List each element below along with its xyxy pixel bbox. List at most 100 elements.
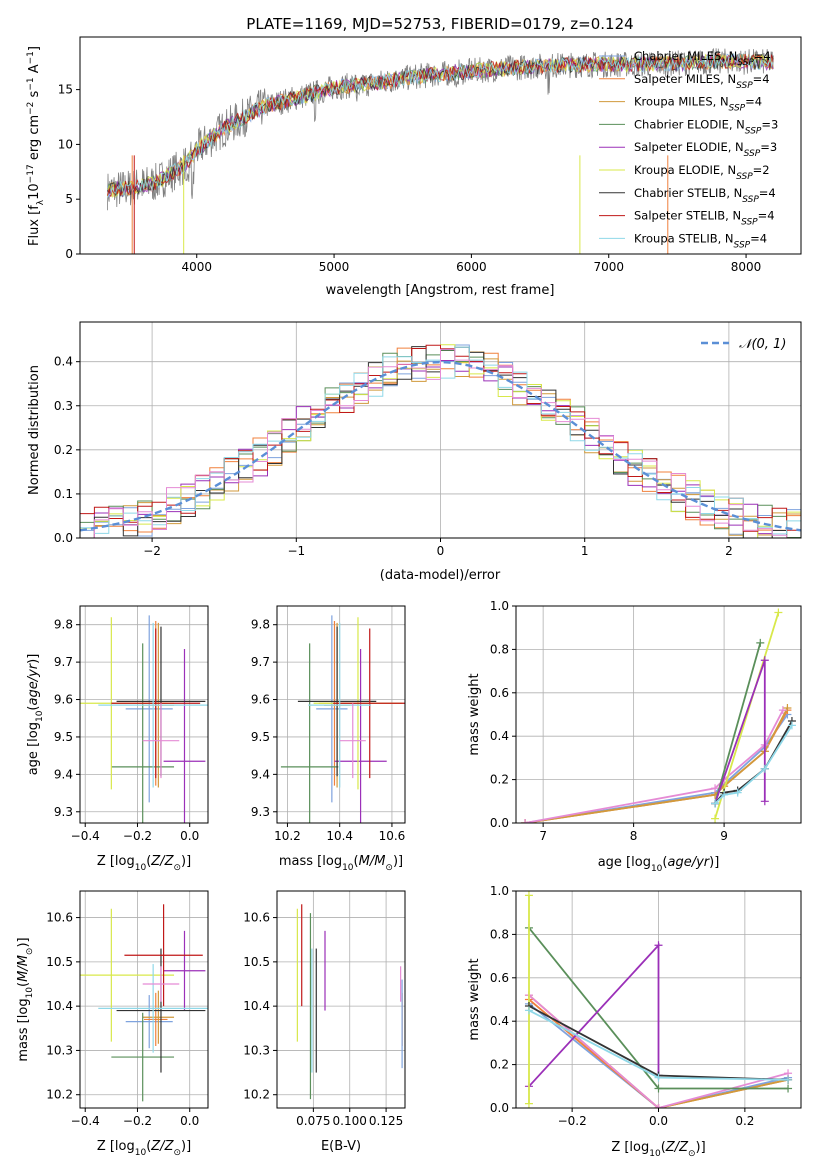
y-tick-label: 0.3 bbox=[54, 399, 73, 413]
plot-area bbox=[280, 615, 405, 823]
y-tick-label: 1.0 bbox=[490, 599, 509, 613]
x-tick-label: 7000 bbox=[593, 260, 624, 274]
plot-area bbox=[521, 608, 796, 823]
y-tick-label: 9.6 bbox=[54, 693, 73, 707]
x-tick-label: 7 bbox=[539, 829, 547, 843]
weight-marker bbox=[654, 1104, 663, 1108]
y-tick-label: 0.4 bbox=[490, 729, 509, 743]
x-axis-label: age [log10(age/yr)] bbox=[598, 855, 720, 874]
x-tick-label: 4000 bbox=[181, 260, 212, 274]
x-tick-label: 0.125 bbox=[369, 1114, 403, 1128]
y-tick-label: 10.2 bbox=[46, 1088, 73, 1102]
y-tick-label: 10.4 bbox=[46, 999, 73, 1013]
x-tick-label: 0.2 bbox=[735, 1114, 754, 1128]
weight-line bbox=[524, 707, 789, 823]
weight-marker bbox=[654, 941, 663, 950]
weight-marker bbox=[784, 1084, 793, 1093]
residuals-panel: −2 −1 0 1 2 0.0 0.1 0.2 0.3 0.4 (data-model)/error… bbox=[27, 321, 802, 583]
x-tick-label: 10.6 bbox=[379, 829, 406, 843]
x-axis-label: Z [log10(Z/Z⊙)] bbox=[97, 1139, 191, 1158]
weight-marker bbox=[521, 819, 530, 823]
y-axis-label: mass weight bbox=[467, 958, 482, 1040]
weight-marker bbox=[756, 638, 765, 647]
weight-marker bbox=[654, 1084, 663, 1093]
y-tick-label: 0.0 bbox=[490, 1101, 509, 1115]
x-tick-label: −2 bbox=[143, 544, 161, 558]
axes-frame bbox=[276, 890, 406, 1109]
y-tick-label: 9.8 bbox=[251, 618, 270, 632]
y-tick-label: 9.8 bbox=[54, 618, 73, 632]
x-axis-label: (data-model)/error bbox=[380, 568, 501, 583]
legend-label: Salpeter ELODIE, NSSP=3 bbox=[634, 140, 777, 159]
x-tick-label: −1 bbox=[287, 544, 305, 558]
plot-area bbox=[80, 344, 801, 538]
y-tick-label: 10.3 bbox=[46, 1043, 73, 1057]
x-axis-label: wavelength [Angstrom, rest frame] bbox=[326, 283, 555, 298]
age-vs-mass-panel: 10.2 10.4 10.6 9.3 9.4 9.5 9.6 9.7 9.8 mass [log1… bbox=[251, 605, 406, 873]
x-tick-label: 0.075 bbox=[296, 1114, 330, 1128]
x-tick-label: −0.2 bbox=[123, 829, 152, 843]
y-tick-label: 9.5 bbox=[54, 730, 73, 744]
x-tick-label: 10.2 bbox=[274, 829, 301, 843]
plot-area bbox=[524, 891, 793, 1108]
y-tick-label: 0.1 bbox=[54, 487, 73, 501]
spectrum-panel: 4000 5000 6000 7000 8000 0 5 10 15 wavelength [An… bbox=[26, 36, 802, 298]
x-axis-label: Z [log10(Z/Z⊙)] bbox=[97, 854, 191, 873]
weight-marker bbox=[711, 784, 720, 793]
weight-marker bbox=[711, 814, 720, 823]
plot-area bbox=[80, 615, 208, 823]
age-vs-metallicity-panel: −0.4 −0.2 0.0 9.3 9.4 9.5 9.6 9.7 9.8 Z [log10(Z/… bbox=[26, 605, 209, 873]
weight-marker bbox=[524, 891, 533, 900]
y-tick-label: 10.5 bbox=[243, 955, 270, 969]
massweight-vs-age-panel: 7 8 9 0.0 0.2 0.4 0.6 0.8 1.0 age [log10(age/yr)]… bbox=[467, 599, 802, 874]
weight-marker bbox=[733, 788, 742, 797]
legend-label: Chabrier STELIB, NSSP=4 bbox=[634, 186, 776, 205]
y-tick-label: 0.8 bbox=[490, 927, 509, 941]
model-line bbox=[107, 53, 774, 198]
x-tick-label: 0.0 bbox=[649, 1114, 668, 1128]
y-tick-label: 9.4 bbox=[251, 767, 270, 781]
y-tick-label: 5 bbox=[65, 192, 73, 206]
legend-label: Salpeter MILES, NSSP=4 bbox=[634, 72, 770, 91]
weight-line bbox=[714, 612, 780, 819]
y-tick-label: 10.6 bbox=[46, 911, 73, 925]
y-tick-label: 0 bbox=[65, 247, 73, 261]
x-axis-label: E(B-V) bbox=[321, 1139, 361, 1154]
legend-label: Chabrier ELODIE, NSSP=3 bbox=[634, 117, 778, 136]
weight-line bbox=[714, 660, 766, 804]
y-tick-label: 0.2 bbox=[490, 1058, 509, 1072]
x-tick-label: 0 bbox=[437, 544, 445, 558]
y-axis-label: age [log10(age/yr)] bbox=[26, 654, 45, 776]
legend-label: Kroupa ELODIE, NSSP=2 bbox=[634, 163, 770, 182]
x-tick-label: −0.2 bbox=[558, 1114, 587, 1128]
x-tick-label: 0.0 bbox=[180, 1114, 199, 1128]
weight-line bbox=[524, 713, 789, 823]
weight-marker bbox=[654, 1073, 663, 1082]
histogram-step bbox=[80, 348, 801, 538]
y-tick-label: 0.0 bbox=[54, 531, 73, 545]
y-axis-label: Normed distribution bbox=[27, 365, 42, 495]
y-tick-label: 9.3 bbox=[251, 805, 270, 819]
weight-marker bbox=[784, 1075, 793, 1084]
legend: Chabrier MILES, NSSP=4 Salpeter MILES, NS… bbox=[599, 49, 778, 250]
x-tick-label: 2 bbox=[725, 544, 733, 558]
y-axis-label: mass [log10(M/M⊙)] bbox=[16, 937, 35, 1061]
weight-marker bbox=[783, 703, 792, 712]
x-tick-label: 6000 bbox=[456, 260, 487, 274]
plot-area bbox=[296, 904, 403, 1100]
y-tick-label: 9.4 bbox=[54, 767, 73, 781]
axes-frame bbox=[79, 36, 802, 255]
axes-frame bbox=[276, 605, 406, 824]
y-tick-label: 0.8 bbox=[490, 642, 509, 656]
legend-label: Chabrier MILES, NSSP=4 bbox=[634, 49, 771, 68]
legend-label: Salpeter STELIB, NSSP=4 bbox=[634, 209, 775, 228]
x-tick-label: 0.100 bbox=[333, 1114, 367, 1128]
weight-marker bbox=[524, 1099, 533, 1108]
model-line bbox=[107, 54, 774, 197]
y-tick-label: 15 bbox=[58, 83, 73, 97]
y-tick-label: 9.5 bbox=[251, 730, 270, 744]
weight-marker bbox=[774, 608, 783, 617]
x-tick-label: 8 bbox=[630, 829, 638, 843]
y-tick-label: 0.2 bbox=[490, 773, 509, 787]
